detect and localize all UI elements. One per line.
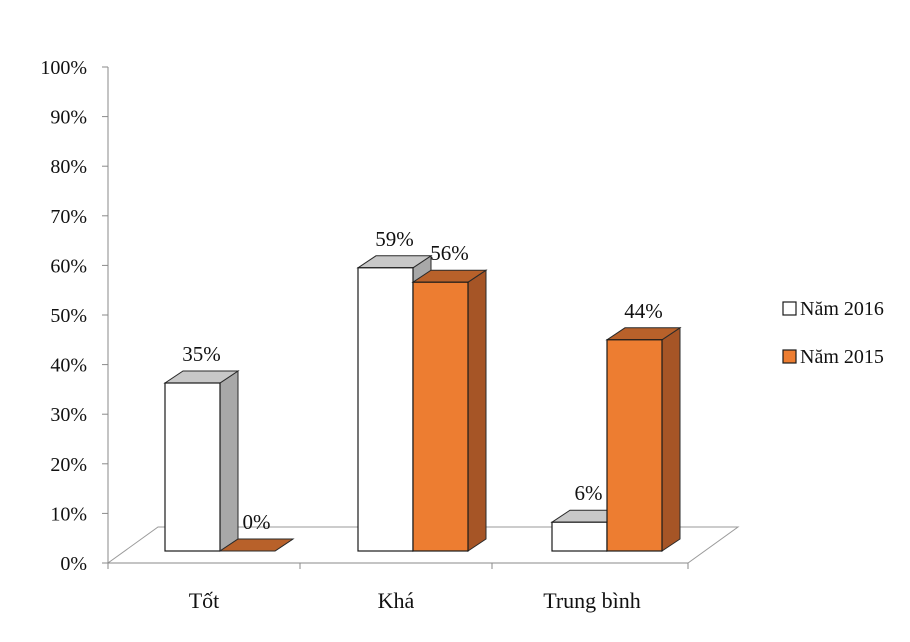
- bar-side: [219, 370, 239, 552]
- legend: Năm 2016 Năm 2015: [782, 298, 884, 368]
- legend-swatch: [782, 301, 797, 316]
- legend-label: Năm 2015: [800, 346, 884, 368]
- legend-label: Năm 2016: [800, 298, 884, 320]
- bar-series1-0: [163, 370, 240, 552]
- bar-front: [606, 339, 663, 552]
- x-axis-categories: Tốt Khá Trung bình: [189, 588, 641, 613]
- bar-side: [661, 326, 681, 552]
- chart-bars: [163, 254, 682, 552]
- bar-front: [164, 382, 221, 552]
- y-tick-label: 70%: [50, 206, 87, 228]
- bar-side: [467, 269, 487, 552]
- y-tick-label: 0%: [60, 553, 87, 575]
- x-category-label: Khá: [378, 588, 415, 613]
- y-tick-label: 90%: [50, 107, 87, 129]
- data-label: 6%: [575, 481, 603, 505]
- bar-series2-2: [605, 326, 682, 552]
- bar-series2-1: [411, 269, 488, 552]
- x-category-label: Tốt: [189, 588, 220, 613]
- data-label: 44%: [624, 299, 663, 323]
- y-tick-label: 10%: [50, 503, 87, 525]
- bar-front: [357, 267, 414, 552]
- y-tick-label: 50%: [50, 305, 87, 327]
- y-tick-label: 30%: [50, 404, 87, 426]
- y-tick-label: 40%: [50, 355, 87, 377]
- data-label: 35%: [182, 342, 221, 366]
- bar-front: [551, 521, 608, 552]
- y-tick-label: 20%: [50, 454, 87, 476]
- data-labels: 35% 0% 59% 56% 6% 44%: [182, 227, 663, 534]
- legend-swatch: [782, 349, 797, 364]
- data-label: 59%: [375, 227, 414, 251]
- bar-series2-0: [218, 538, 295, 552]
- y-tick-label: 60%: [50, 255, 87, 277]
- y-tick-label: 80%: [50, 156, 87, 178]
- data-label: 0%: [243, 510, 271, 534]
- y-axis-ticks: 0% 10% 20% 30% 40% 50% 60% 70% 80% 90% 100%: [40, 57, 689, 575]
- bar-top: [218, 538, 295, 552]
- y-tick-label: 100%: [40, 57, 87, 79]
- x-category-label: Trung bình: [543, 588, 641, 613]
- data-label: 56%: [430, 241, 469, 265]
- bar-front: [412, 281, 469, 552]
